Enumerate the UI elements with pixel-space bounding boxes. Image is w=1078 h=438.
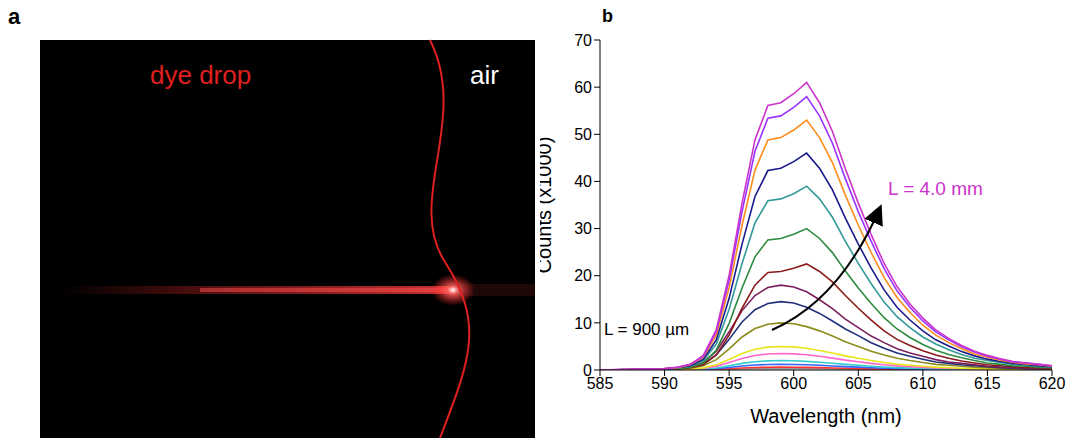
svg-text:60: 60 — [574, 79, 592, 96]
svg-text:10: 10 — [574, 315, 592, 332]
svg-text:20: 20 — [574, 267, 592, 284]
svg-text:Counts (x1000): Counts (x1000) — [540, 137, 555, 274]
html-text:b: b — [602, 6, 613, 26]
svg-text:595: 595 — [716, 375, 743, 392]
svg-text:590: 590 — [651, 375, 678, 392]
svg-text:air: air — [470, 60, 499, 90]
svg-text:605: 605 — [845, 375, 872, 392]
svg-text:620: 620 — [1039, 375, 1066, 392]
svg-text:a: a — [8, 4, 21, 29]
html-text:L = 4.0 mm: L = 4.0 mm — [888, 178, 983, 199]
svg-text:40: 40 — [574, 173, 592, 190]
html-text:L = 900 µm: L = 900 µm — [604, 320, 690, 339]
svg-text:50: 50 — [574, 126, 592, 143]
svg-text:585: 585 — [586, 375, 614, 393]
svg-text:600: 600 — [780, 375, 807, 392]
svg-text:610: 610 — [910, 375, 937, 392]
svg-text:0: 0 — [583, 362, 592, 379]
svg-text:30: 30 — [574, 220, 592, 237]
svg-text:615: 615 — [974, 375, 1001, 392]
svg-text:dye drop: dye drop — [150, 60, 251, 90]
svg-text:70: 70 — [574, 32, 592, 49]
svg-text:Wavelength (nm): Wavelength (nm) — [750, 405, 902, 427]
